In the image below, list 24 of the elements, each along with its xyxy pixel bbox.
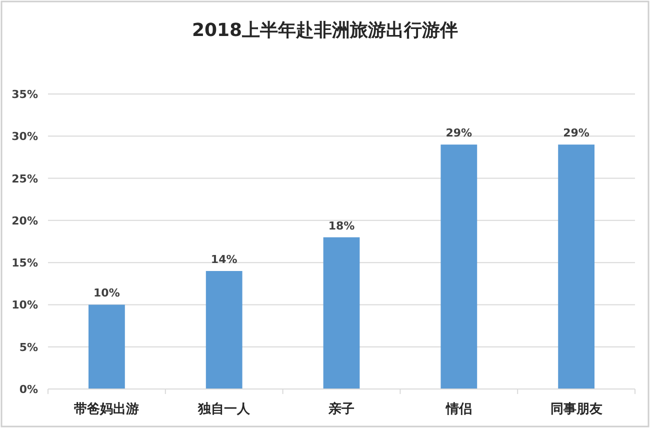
bar — [323, 237, 360, 389]
x-tick-label: 带爸妈出游 — [74, 402, 140, 417]
data-label: 29% — [446, 126, 472, 140]
data-label: 14% — [210, 253, 238, 266]
y-tick-label: 35% — [12, 88, 38, 101]
y-tick-label: 30% — [12, 130, 38, 144]
data-label: 10% — [94, 286, 120, 300]
bar — [88, 304, 125, 389]
y-tick-label: 20% — [12, 214, 38, 228]
x-tick-label: 情侣 — [444, 402, 472, 417]
x-tick-label: 亲子 — [328, 401, 354, 417]
y-tick-label: 5% — [19, 340, 38, 354]
x-tick-label: 同事朋友 — [550, 402, 602, 417]
x-tick-label: 独自一人 — [197, 402, 252, 417]
y-tick-label: 15% — [12, 256, 38, 270]
y-tick-label: 10% — [12, 298, 38, 312]
bar — [440, 144, 478, 389]
chart-title: 2018上半年赴非洲旅游出行游伴 — [192, 20, 458, 41]
data-label: 29% — [563, 126, 590, 140]
bar — [558, 144, 594, 389]
bar — [206, 271, 242, 389]
data-label: 18% — [328, 219, 355, 232]
y-tick-label: 25% — [12, 172, 38, 186]
y-tick-label: 0% — [19, 383, 38, 396]
